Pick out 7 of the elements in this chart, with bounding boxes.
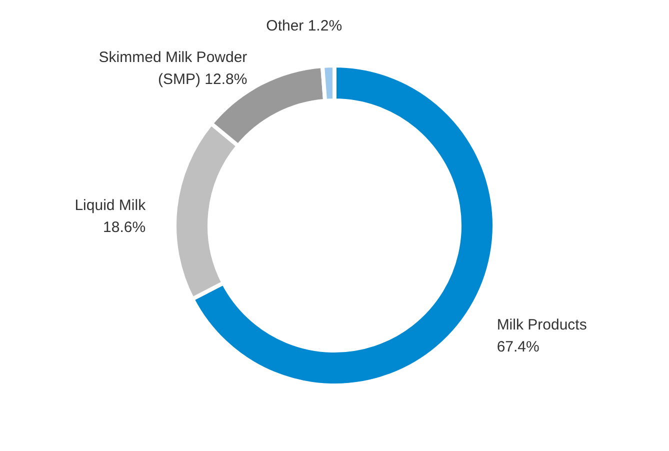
data-label: 18.6%	[103, 219, 146, 236]
slice-label: Other 1.2%	[266, 18, 342, 35]
data-label: 67.4%	[496, 338, 540, 356]
data-label: (SMP) 12.8%	[158, 70, 248, 88]
slice-label: Skimmed Milk Powder	[98, 48, 248, 66]
slice-label: Milk Products	[496, 316, 587, 334]
slice-label: Liquid Milk	[74, 197, 146, 214]
